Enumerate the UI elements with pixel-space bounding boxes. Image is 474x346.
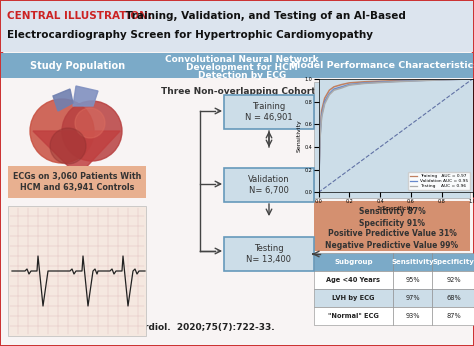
FancyBboxPatch shape	[224, 168, 314, 202]
FancyBboxPatch shape	[432, 253, 474, 271]
FancyBboxPatch shape	[311, 78, 473, 345]
FancyBboxPatch shape	[224, 95, 314, 129]
Text: 68%: 68%	[446, 295, 461, 301]
FancyBboxPatch shape	[8, 206, 146, 336]
Text: Subgroup: Subgroup	[334, 259, 373, 265]
Text: Sensitivity 87%: Sensitivity 87%	[359, 208, 425, 217]
Text: Electrocardiography Screen for Hypertrophic Cardiomyopathy: Electrocardiography Screen for Hypertrop…	[7, 30, 373, 40]
FancyBboxPatch shape	[156, 78, 311, 345]
FancyBboxPatch shape	[314, 201, 470, 251]
Text: CENTRAL ILLUSTRATION:: CENTRAL ILLUSTRATION:	[7, 11, 152, 21]
Legend: Training   AUC = 0.97, Validation AUC = 0.95, Testing    AUC = 0.96: Training AUC = 0.97, Validation AUC = 0.…	[408, 173, 470, 190]
FancyBboxPatch shape	[432, 307, 474, 325]
FancyBboxPatch shape	[393, 271, 432, 289]
FancyBboxPatch shape	[314, 289, 393, 307]
FancyBboxPatch shape	[314, 82, 470, 198]
Text: Validation
N= 6,700: Validation N= 6,700	[248, 175, 290, 195]
Circle shape	[30, 99, 94, 163]
Text: Positive Predictive Value 31%: Positive Predictive Value 31%	[328, 229, 456, 238]
Circle shape	[75, 108, 105, 138]
FancyBboxPatch shape	[1, 1, 473, 52]
FancyBboxPatch shape	[314, 307, 393, 325]
Polygon shape	[33, 131, 120, 176]
FancyBboxPatch shape	[393, 253, 432, 271]
Text: Development for HCM: Development for HCM	[186, 64, 298, 73]
Circle shape	[62, 101, 122, 161]
Text: 95%: 95%	[405, 277, 420, 283]
Text: Testing
N= 13,400: Testing N= 13,400	[246, 244, 292, 264]
Polygon shape	[73, 86, 98, 106]
Text: 92%: 92%	[446, 277, 461, 283]
Text: Three Non-overlapping Cohorts:: Three Non-overlapping Cohorts:	[161, 86, 325, 95]
FancyBboxPatch shape	[432, 271, 474, 289]
FancyBboxPatch shape	[432, 289, 474, 307]
Text: 93%: 93%	[405, 313, 420, 319]
Text: Convolutional Neural Network: Convolutional Neural Network	[165, 55, 319, 64]
Text: Sensitivity: Sensitivity	[391, 259, 434, 265]
Text: Study Population: Study Population	[30, 61, 126, 71]
Text: 87%: 87%	[446, 313, 461, 319]
Text: Specificity 91%: Specificity 91%	[359, 219, 425, 228]
Text: Detection by ECG: Detection by ECG	[198, 72, 286, 81]
Y-axis label: Sensitivity: Sensitivity	[297, 119, 302, 152]
Text: LVH by ECG: LVH by ECG	[332, 295, 375, 301]
Text: "Normal" ECG: "Normal" ECG	[328, 313, 379, 319]
Text: Age <40 Years: Age <40 Years	[327, 277, 381, 283]
Text: Specificity: Specificity	[433, 259, 474, 265]
Text: Negative Predictive Value 99%: Negative Predictive Value 99%	[326, 240, 458, 249]
FancyBboxPatch shape	[314, 253, 393, 271]
Text: ECGs on 3,060 Patients With
HCM and 63,941 Controls: ECGs on 3,060 Patients With HCM and 63,9…	[13, 172, 141, 192]
Text: Training
N = 46,901: Training N = 46,901	[245, 102, 293, 122]
FancyBboxPatch shape	[224, 237, 314, 271]
Circle shape	[50, 128, 86, 164]
X-axis label: 1-Specificity: 1-Specificity	[376, 207, 415, 211]
Text: Training, Validation, and Testing of an AI-Based: Training, Validation, and Testing of an …	[122, 11, 406, 21]
FancyBboxPatch shape	[1, 78, 156, 345]
FancyBboxPatch shape	[8, 166, 146, 198]
Text: 97%: 97%	[405, 295, 420, 301]
Polygon shape	[53, 89, 73, 111]
Text: Model Performance Characteristics: Model Performance Characteristics	[291, 62, 474, 71]
FancyBboxPatch shape	[393, 307, 432, 325]
FancyBboxPatch shape	[393, 289, 432, 307]
Text: Ko, W.-Y. et al. J Am Coll Cardiol.  2020;75(7):722-33.: Ko, W.-Y. et al. J Am Coll Cardiol. 2020…	[8, 324, 274, 333]
FancyBboxPatch shape	[1, 53, 473, 78]
FancyBboxPatch shape	[314, 271, 393, 289]
